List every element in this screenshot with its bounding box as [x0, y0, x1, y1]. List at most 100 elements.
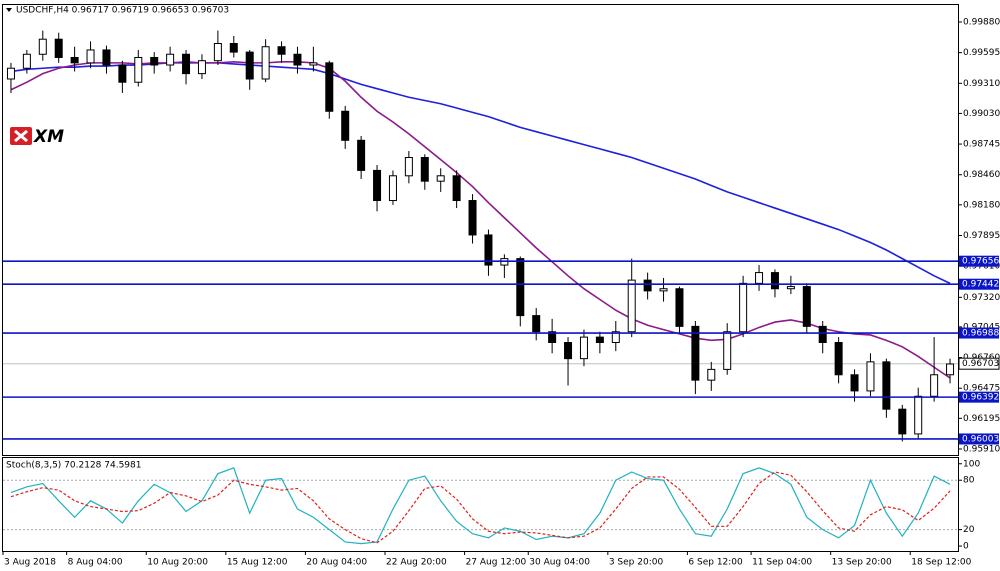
candle-body — [388, 175, 397, 202]
x-tick-label: 20 Aug 04:00 — [306, 558, 367, 568]
y-tick-label: 0.98745 — [963, 140, 1000, 150]
stoch-line — [10, 471, 951, 544]
candle-body — [70, 56, 79, 64]
y-tick-label: 100 — [963, 459, 980, 469]
current-price-label: 0.96703 — [962, 359, 999, 369]
candle-body — [611, 331, 620, 344]
level-label-box — [959, 433, 999, 445]
candle-body — [373, 169, 382, 202]
candle-body — [166, 53, 175, 66]
candle-body — [293, 53, 302, 66]
candle-body — [54, 38, 63, 58]
candle-body — [643, 279, 652, 292]
candle-body — [436, 175, 445, 182]
candle-body — [86, 49, 95, 64]
title-arrow — [6, 8, 12, 12]
candle-body — [675, 288, 684, 327]
candle-body — [516, 258, 525, 317]
y-tick-label: 0.99030 — [963, 109, 1000, 119]
level-label: 0.96392 — [962, 393, 999, 403]
level-label-box — [959, 391, 999, 403]
y-tick-label: 0.99880 — [963, 17, 1000, 27]
x-tick-label: 18 Sep 12:00 — [911, 558, 971, 568]
candle-body — [261, 46, 270, 80]
candle-body — [914, 395, 923, 435]
candle-body — [468, 200, 477, 236]
x-tick-label: 15 Aug 12:00 — [227, 558, 288, 568]
candle-body — [898, 408, 907, 435]
level-label: 0.96988 — [962, 329, 999, 339]
candle-body — [245, 51, 254, 80]
x-tick-label: 22 Aug 20:00 — [386, 558, 447, 568]
candle-body — [229, 43, 238, 53]
candle-body — [659, 288, 668, 292]
y-tick-label: 0.97320 — [963, 293, 1000, 303]
candle-body — [420, 157, 429, 182]
y-tick-label: 0.98180 — [963, 200, 1000, 210]
candle-body — [452, 175, 461, 202]
x-tick-label: 6 Sep 12:00 — [688, 558, 743, 568]
y-tick-label: 80 — [963, 476, 975, 486]
y-tick-label: 0.99595 — [963, 48, 1000, 58]
y-tick-label: 0.99310 — [963, 79, 1000, 89]
candle-body — [770, 272, 779, 290]
candle-body — [548, 331, 557, 344]
x-tick-label: 3 Aug 2018 — [4, 558, 56, 568]
level-label: 0.96003 — [962, 434, 999, 444]
candle-body — [325, 62, 334, 112]
level-label-box — [959, 255, 999, 267]
candle-body — [786, 286, 795, 290]
candle-body — [182, 53, 191, 75]
main-panel — [2, 4, 959, 456]
level-label: 0.97656 — [962, 257, 999, 267]
candle-body — [627, 279, 636, 333]
candle-body — [595, 336, 604, 344]
candle-body — [755, 272, 764, 284]
stoch-title: Stoch(8,3,5) 70.2128 74.5981 — [6, 461, 141, 471]
stoch-line — [10, 467, 951, 545]
x-tick-label: 3 Sep 20:00 — [609, 558, 664, 568]
candle-body — [22, 53, 31, 69]
candle-body — [6, 67, 15, 80]
logo: XM — [10, 127, 64, 147]
x-tick-label: 8 Aug 04:00 — [68, 558, 123, 568]
candle-body — [723, 331, 732, 370]
candle-body — [739, 282, 748, 333]
candle-body — [38, 38, 47, 55]
candle-body — [579, 336, 588, 360]
y-tick-label: 0.96475 — [963, 384, 1000, 394]
candle-body — [118, 64, 127, 83]
y-tick-label: 0.95910 — [963, 444, 1000, 454]
x-tick-label: 13 Sep 20:00 — [832, 558, 892, 568]
candle-body — [213, 43, 222, 62]
y-tick-label: 0.97045 — [963, 322, 1000, 332]
logo-mark — [14, 129, 28, 143]
logo-text: XM — [33, 127, 64, 147]
candle-body — [532, 315, 541, 333]
candle-body — [357, 139, 366, 171]
current-price-box — [958, 357, 1000, 370]
y-tick-label: 20 — [963, 525, 975, 535]
candle-body — [404, 157, 413, 177]
level-label-box — [959, 278, 999, 290]
candle-body — [277, 46, 286, 55]
candle-body — [802, 286, 811, 327]
candle-body — [150, 56, 159, 66]
candle-body — [484, 234, 493, 266]
candle-body — [102, 49, 111, 66]
candle-body — [930, 374, 939, 397]
candle-body — [134, 56, 143, 83]
chart-title: USDCHF,H4 0.96717 0.96719 0.96653 0.9670… — [16, 6, 229, 16]
x-tick-label: 30 Aug 04:00 — [529, 558, 590, 568]
x-tick-label: 10 Aug 20:00 — [147, 558, 208, 568]
candle-body — [309, 62, 318, 66]
y-tick-label: 0.97895 — [963, 231, 1000, 241]
candle-body — [197, 60, 206, 75]
level-label: 0.97442 — [962, 280, 999, 290]
candle-body — [834, 342, 843, 376]
candle-body — [707, 368, 716, 381]
x-tick-label: 11 Sep 04:00 — [752, 558, 812, 568]
candle-body — [341, 110, 350, 141]
